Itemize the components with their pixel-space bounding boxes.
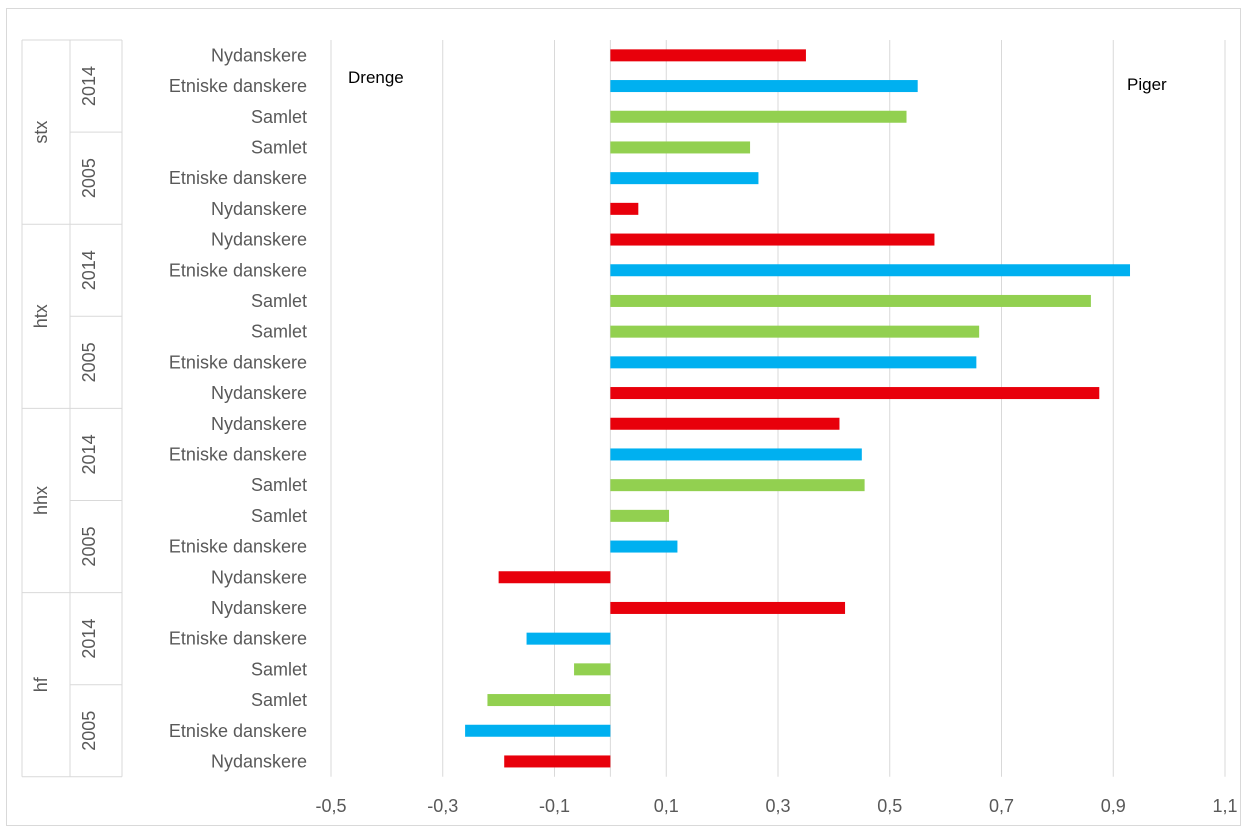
year-label: 2005	[79, 527, 99, 567]
bar-hhx-2005-nydanskere	[498, 571, 611, 584]
bar-stx-2005-samlet	[610, 141, 751, 154]
bar-stx-2005-nydanskere	[610, 202, 639, 215]
x-tick-label: -0,1	[539, 796, 570, 816]
annotation-piger: Piger	[1127, 75, 1167, 94]
year-label: 2005	[79, 711, 99, 751]
x-tick-label: -0,5	[315, 796, 346, 816]
row-label: Samlet	[251, 107, 307, 127]
bar-htx-2005-nydanskere	[610, 387, 1100, 400]
gridlines	[330, 40, 1226, 777]
group-label: htx	[31, 304, 51, 328]
x-axis-ticks: -0,5 -0,3 -0,1 0,1 0,3 0,5 0,7 0,9 1,1	[315, 796, 1237, 816]
x-tick-label: 0,1	[654, 796, 679, 816]
bar-hf-2014-nydanskere	[610, 601, 846, 614]
year-label: 2014	[79, 250, 99, 290]
bars	[465, 49, 1131, 768]
row-label: Nydanskere	[211, 414, 307, 434]
row-label: Etniske danskere	[169, 537, 307, 557]
group-label: stx	[31, 121, 51, 144]
year-label: 2014	[79, 619, 99, 659]
bar-htx-2014-samlet	[610, 294, 1091, 307]
bar-htx-2005-samlet	[610, 325, 980, 338]
x-tick-label: 0,9	[1101, 796, 1126, 816]
x-tick-label: -0,3	[427, 796, 458, 816]
bar-stx-2005-etniske-danskere	[610, 172, 759, 185]
bar-hhx-2005-etniske-danskere	[610, 540, 678, 553]
row-label: Nydanskere	[211, 751, 307, 771]
row-label: Samlet	[251, 690, 307, 710]
bar-hhx-2014-etniske-danskere	[610, 448, 862, 461]
row-label: Etniske danskere	[169, 721, 307, 741]
row-label: Etniske danskere	[169, 629, 307, 649]
bar-hf-2014-samlet	[574, 663, 611, 676]
row-label: Etniske danskere	[169, 352, 307, 372]
bar-stx-2014-nydanskere	[610, 49, 806, 62]
row-label: Nydanskere	[211, 598, 307, 618]
bar-hf-2005-etniske-danskere	[465, 724, 611, 737]
row-label: Etniske danskere	[169, 260, 307, 280]
bar-hhx-2014-samlet	[610, 479, 865, 492]
row-label: Nydanskere	[211, 567, 307, 587]
row-label: Etniske danskere	[169, 168, 307, 188]
x-tick-label: 1,1	[1212, 796, 1237, 816]
year-label: 2005	[79, 342, 99, 382]
bar-stx-2014-samlet	[610, 110, 907, 123]
row-label: Samlet	[251, 659, 307, 679]
x-tick-label: 0,3	[765, 796, 790, 816]
bar-hf-2005-samlet	[487, 694, 611, 707]
bar-hf-2005-nydanskere	[504, 755, 611, 768]
row-label: Nydanskere	[211, 383, 307, 403]
row-label: Samlet	[251, 475, 307, 495]
bar-hhx-2014-nydanskere	[610, 417, 840, 430]
category-axis: Nydanskere Etniske danskere Samlet 2014 Saml…	[21, 39, 307, 778]
row-label: Samlet	[251, 322, 307, 342]
group-label: hf	[31, 676, 51, 692]
year-label: 2005	[79, 158, 99, 198]
x-tick-label: 0,5	[877, 796, 902, 816]
row-label: Samlet	[251, 137, 307, 157]
bar-hf-2014-etniske-danskere	[526, 632, 611, 645]
row-label: Etniske danskere	[169, 76, 307, 96]
row-label: Nydanskere	[211, 199, 307, 219]
row-label: Samlet	[251, 291, 307, 311]
row-label: Nydanskere	[211, 230, 307, 250]
bar-stx-2014-etniske-danskere	[610, 80, 918, 93]
x-tick-label: 0,7	[989, 796, 1014, 816]
group-label: hhx	[31, 486, 51, 515]
bar-htx-2014-etniske-danskere	[610, 264, 1131, 277]
year-label: 2014	[79, 434, 99, 474]
annotation-drenge: Drenge	[348, 68, 404, 87]
year-label: 2014	[79, 66, 99, 106]
bar-htx-2005-etniske-danskere	[610, 356, 977, 369]
row-label: Etniske danskere	[169, 444, 307, 464]
row-label: Nydanskere	[211, 45, 307, 65]
bar-hhx-2005-samlet	[610, 509, 670, 522]
row-label: Samlet	[251, 506, 307, 526]
bar-htx-2014-nydanskere	[610, 233, 935, 246]
